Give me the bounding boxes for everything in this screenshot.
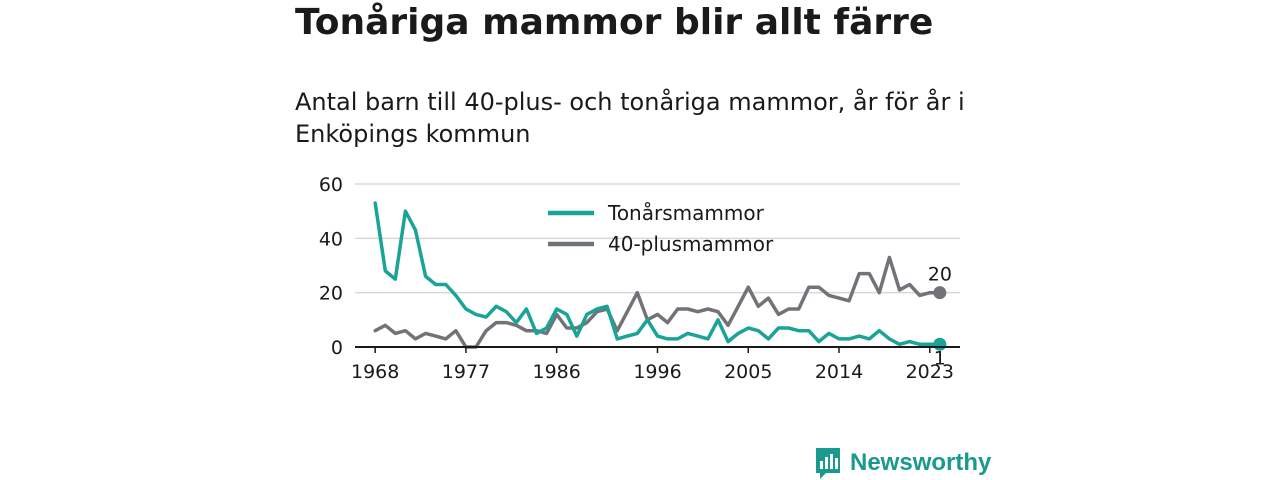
x-tick-label: 2005 (724, 361, 772, 383)
y-tick-label: 60 (319, 174, 343, 196)
x-tick-label: 1968 (351, 361, 399, 383)
y-tick-label: 20 (319, 283, 343, 305)
legend: Tonårsmammor 40-plusmammor (548, 201, 774, 256)
x-tick-label: 2023 (906, 361, 954, 383)
series-end-point (933, 286, 947, 300)
chart-subtitle: Antal barn till 40-plus- och tonåriga ma… (295, 88, 965, 148)
grid-layer (355, 183, 960, 294)
y-tick-label: 0 (331, 337, 343, 359)
x-tick-label: 2014 (815, 361, 863, 383)
series-line (373, 201, 942, 347)
axis-layer: 0 20 40 60 1968 1977 1986 1996 2005 2014 2023 (319, 174, 960, 383)
data-label: 20 (928, 264, 952, 286)
legend-label: 40-plusmammor (608, 232, 774, 256)
brand-name: Newsworthy (850, 449, 992, 476)
data-label: 1 (934, 347, 946, 369)
bar-chart-icon (816, 448, 840, 479)
x-tick-label: 1986 (532, 361, 580, 383)
series-layer: 20 1 (373, 201, 952, 369)
x-tick-label: 1977 (442, 361, 490, 383)
chart-title: Tonåriga mammor blir allt färre (295, 2, 934, 43)
x-tick-label: 1996 (633, 361, 681, 383)
brand-logo: Newsworthy (814, 446, 991, 480)
y-tick-label: 40 (319, 228, 343, 250)
legend-label: Tonårsmammor (607, 201, 765, 225)
